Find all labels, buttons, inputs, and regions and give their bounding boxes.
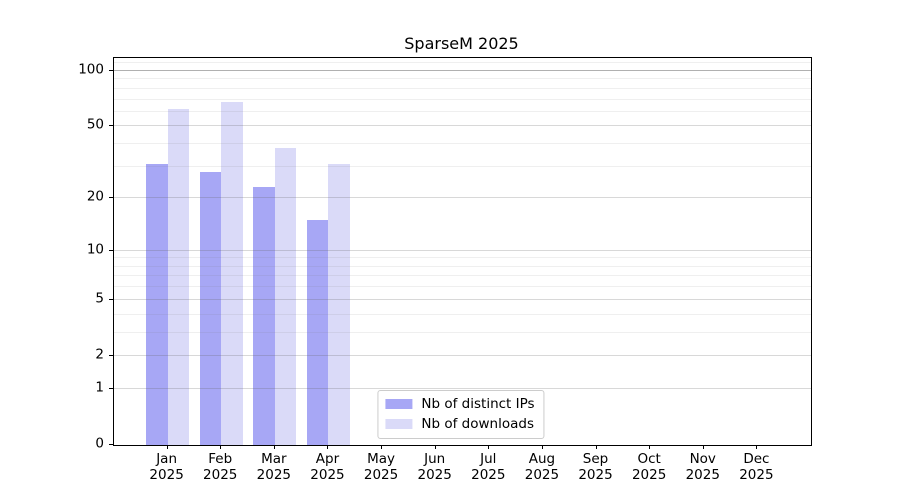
x-tick bbox=[702, 445, 704, 449]
x-tick bbox=[381, 445, 383, 449]
legend-swatch-downloads bbox=[385, 419, 413, 430]
x-tick-label: Dec 2025 bbox=[739, 451, 774, 483]
x-tick bbox=[649, 445, 651, 449]
gridline-major bbox=[114, 387, 811, 389]
chart-title: SparseM 2025 bbox=[404, 34, 519, 53]
x-tick-label: Apr 2025 bbox=[310, 451, 345, 483]
x-tick-label: Sep 2025 bbox=[578, 451, 613, 483]
gridline-major bbox=[114, 125, 811, 127]
y-tick-label: 20 bbox=[86, 188, 104, 205]
gridline-minor bbox=[114, 143, 811, 145]
x-tick-label: Jun 2025 bbox=[417, 451, 452, 483]
y-tick bbox=[109, 387, 113, 389]
gridline-major bbox=[114, 354, 811, 356]
x-tick-label: Feb 2025 bbox=[203, 451, 238, 483]
x-tick bbox=[327, 445, 329, 449]
x-tick-label: Nov 2025 bbox=[685, 451, 720, 483]
bar-distinct-ips bbox=[199, 172, 222, 445]
gridline-minor bbox=[114, 165, 811, 167]
x-tick bbox=[595, 445, 597, 449]
y-tick-label: 0 bbox=[95, 435, 104, 452]
y-tick-label: 100 bbox=[78, 61, 104, 78]
y-tick bbox=[109, 69, 113, 71]
y-tick-label: 1 bbox=[95, 379, 104, 396]
bar-downloads bbox=[167, 109, 190, 445]
y-tick-label: 2 bbox=[95, 346, 104, 363]
gridline-minor bbox=[114, 331, 811, 333]
y-tick bbox=[109, 197, 113, 199]
legend-item: Nb of downloads bbox=[385, 416, 534, 433]
bar-distinct-ips bbox=[307, 220, 329, 445]
x-tick bbox=[541, 445, 543, 449]
y-tick bbox=[109, 354, 113, 356]
legend-label: Nb of distinct IPs bbox=[421, 396, 535, 412]
gridline-minor bbox=[114, 110, 811, 112]
y-tick bbox=[109, 444, 113, 445]
x-tick bbox=[488, 445, 490, 449]
gridline-major bbox=[114, 197, 811, 199]
bar-downloads bbox=[274, 148, 297, 445]
y-tick-label: 10 bbox=[86, 240, 104, 257]
gridline-minor bbox=[114, 275, 811, 277]
x-tick bbox=[220, 445, 222, 449]
legend-swatch-distinct-ips bbox=[385, 399, 413, 410]
gridline-minor bbox=[114, 313, 811, 315]
bar-distinct-ips bbox=[146, 164, 168, 445]
gridline-minor bbox=[114, 78, 811, 80]
gridline-minor bbox=[114, 87, 811, 89]
x-tick bbox=[273, 445, 275, 449]
gridline-minor bbox=[114, 286, 811, 288]
x-tick-label: Aug 2025 bbox=[524, 451, 560, 483]
x-tick-label: Jul 2025 bbox=[471, 451, 506, 483]
x-tick-label: Jan 2025 bbox=[149, 451, 184, 483]
legend: Nb of distinct IPs Nb of downloads bbox=[377, 390, 545, 439]
gridline-major bbox=[114, 249, 811, 251]
bar-downloads bbox=[221, 101, 243, 445]
plot-area bbox=[113, 57, 812, 446]
x-tick bbox=[166, 445, 168, 449]
x-tick-label: May 2025 bbox=[363, 451, 399, 483]
x-tick bbox=[756, 445, 758, 449]
y-tick-label: 50 bbox=[86, 116, 104, 133]
y-tick bbox=[109, 249, 113, 251]
gridline-minor bbox=[114, 257, 811, 259]
gridline-major bbox=[114, 69, 811, 71]
x-tick bbox=[434, 445, 436, 449]
gridline-major bbox=[114, 298, 811, 300]
bar-distinct-ips bbox=[253, 187, 275, 445]
legend-label: Nb of downloads bbox=[421, 415, 534, 432]
y-tick-label: 5 bbox=[95, 290, 104, 307]
x-tick-label: Mar 2025 bbox=[256, 451, 292, 483]
gridline-minor bbox=[114, 62, 811, 64]
y-tick bbox=[109, 298, 113, 300]
y-tick bbox=[109, 125, 113, 127]
legend-item: Nb of distinct IPs bbox=[385, 396, 535, 413]
x-tick-label: Oct 2025 bbox=[631, 451, 667, 483]
bar-downloads bbox=[328, 164, 350, 445]
gridline-minor bbox=[114, 265, 811, 267]
gridline-minor bbox=[114, 98, 811, 100]
